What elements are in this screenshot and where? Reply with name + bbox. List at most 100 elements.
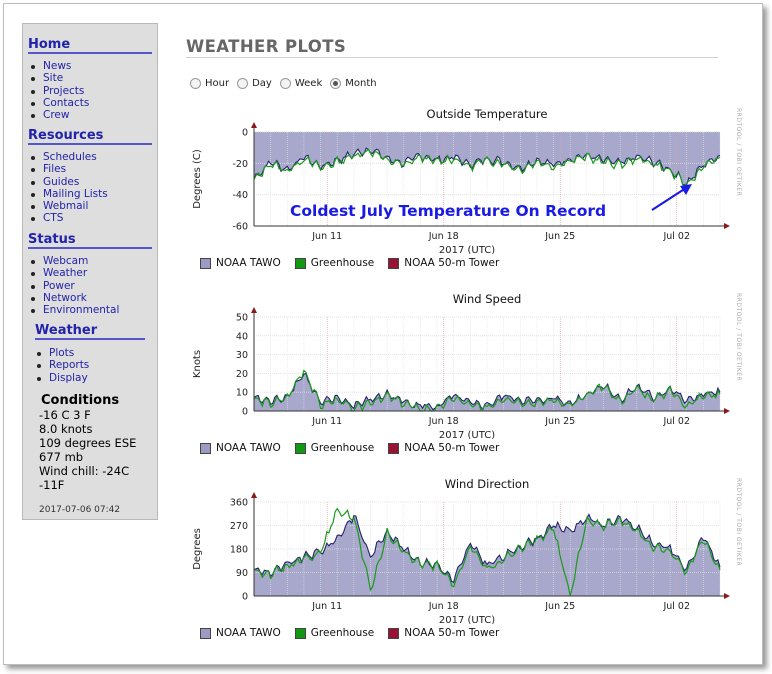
chart-title: Wind Direction	[445, 477, 530, 491]
nav-heading-status[interactable]: Status	[28, 232, 152, 249]
y-axis-label: Degrees	[192, 528, 203, 570]
nav-link-news[interactable]: News	[23, 60, 89, 72]
chart-watermark: RRDTOOL / TOBI OETIKER	[735, 478, 742, 567]
x-tick-label: Jun 18	[428, 231, 459, 242]
annotation-coldest-july: Coldest July Temperature On Record	[290, 202, 607, 220]
legend-swatch-greenhouse	[294, 627, 306, 639]
nav-link-reports[interactable]: Reports	[29, 359, 89, 371]
nav-link-contacts[interactable]: Contacts	[23, 97, 89, 109]
chart-outside-temperature: Outside Temperature 0 -20 -40 -60 Jun 11 Jun 1…	[186, 104, 746, 274]
y-axis-label: Knots	[192, 350, 203, 378]
range-option-hour[interactable]: Hour	[190, 78, 229, 89]
legend-swatch-noaa-tawo	[200, 257, 211, 269]
series-line-noaa-tawo	[253, 372, 721, 411]
x-tick-label: Jun 18	[428, 601, 459, 612]
x-tick-label: Jun 11	[311, 231, 342, 242]
nav-heading-home[interactable]: Home	[28, 37, 152, 54]
y-tick-label: -40	[232, 190, 248, 201]
nav-link-plots[interactable]: Plots	[29, 347, 89, 359]
y-tick-label: 0	[242, 592, 248, 603]
conditions-wind-chill: Wind chill: -24C	[39, 464, 130, 478]
x-tick-label: Jun 25	[544, 231, 575, 242]
nav-link-guides[interactable]: Guides	[23, 176, 108, 188]
nav-link-schedules[interactable]: Schedules	[23, 151, 108, 163]
nav-link-files[interactable]: Files	[23, 163, 108, 175]
radio-week[interactable]	[279, 78, 291, 89]
y-tick-label: -60	[232, 222, 248, 233]
chart-wind-speed-svg: Wind Speed 50 40 30 20 10 0 Jun 11 Jun 18 Jun 25 J…	[192, 292, 730, 439]
title-divider	[186, 57, 718, 58]
page-title: WEATHER PLOTS	[186, 37, 347, 56]
range-option-month[interactable]: Month	[330, 78, 377, 89]
nav-heading-weather[interactable]: Weather	[35, 323, 145, 340]
y-axis-arrow-icon	[251, 307, 257, 313]
chart-watermark: RRDTOOL / TOBI OETIKER	[735, 108, 742, 197]
range-option-hour-label: Hour	[205, 78, 230, 89]
nav-link-environmental[interactable]: Environmental	[23, 304, 119, 316]
nav-link-webmail[interactable]: Webmail	[23, 200, 108, 212]
radio-hour[interactable]	[190, 78, 201, 89]
y-tick-label: 30	[236, 350, 248, 361]
conditions-wind-direction: 109 degrees ESE	[39, 436, 137, 450]
nav-link-power[interactable]: Power	[23, 280, 119, 292]
nav-link-site[interactable]: Site	[23, 72, 89, 84]
y-axis-arrow-icon	[251, 122, 257, 128]
nav-list-weather: Plots Reports Display	[29, 347, 89, 384]
y-tick-label: 270	[230, 521, 248, 532]
nav-list-home: News Site Projects Contacts Crew	[23, 60, 89, 121]
x-axis-label: 2017 (UTC)	[439, 245, 495, 254]
legend-label-noaa-tower: NOAA 50-m Tower	[404, 442, 500, 454]
nav-link-display[interactable]: Display	[29, 372, 89, 384]
series-area-noaa-tawo	[254, 132, 720, 185]
legend-swatch-noaa-tawo	[200, 627, 211, 639]
conditions-title: Conditions	[41, 393, 120, 408]
nav-link-weather[interactable]: Weather	[23, 267, 119, 279]
x-tick-label: Jun 11	[311, 416, 342, 427]
chart-wind-direction-legend: NOAA TAWO Greenhouse NOAA 50-m Tower	[200, 627, 513, 639]
sidebar: Home News Site Projects Contacts Crew Re…	[22, 23, 158, 520]
legend-item-greenhouse: Greenhouse	[294, 257, 375, 269]
radio-day[interactable]	[237, 78, 249, 89]
x-axis-arrow-icon	[724, 593, 730, 599]
nav-link-projects[interactable]: Projects	[23, 85, 89, 97]
nav-link-webcam[interactable]: Webcam	[23, 255, 119, 267]
range-option-week[interactable]: Week	[279, 78, 323, 89]
chart-wind-direction-svg: Wind Direction 360 270 180 90 0 Jun 11 Jun 18 Ju…	[192, 477, 730, 624]
y-tick-label: -20	[232, 159, 248, 170]
y-tick-label: 0	[242, 407, 248, 418]
conditions-temperature: -16 C 3 F	[39, 408, 91, 422]
y-tick-label: 50	[236, 313, 248, 324]
range-option-week-label: Week	[294, 78, 323, 89]
nav-link-crew[interactable]: Crew	[23, 109, 89, 121]
series-line-greenhouse	[253, 369, 721, 412]
legend-label-noaa-tawo: NOAA TAWO	[216, 257, 281, 269]
nav-link-network[interactable]: Network	[23, 292, 119, 304]
legend-item-noaa-tower: NOAA 50-m Tower	[388, 257, 499, 269]
range-option-month-label: Month	[345, 78, 377, 89]
x-tick-label: Jul 02	[662, 231, 690, 242]
legend-swatch-noaa-tower	[388, 442, 400, 454]
nav-list-status: Webcam Weather Power Network Environment…	[23, 255, 119, 316]
chart-outside-temperature-svg: Outside Temperature 0 -20 -40 -60 Jun 11 Jun 1…	[192, 107, 730, 254]
legend-swatch-greenhouse	[294, 442, 306, 454]
range-option-day[interactable]: Day	[237, 78, 272, 89]
y-tick-label: 40	[236, 331, 248, 342]
series-line-greenhouse	[253, 507, 721, 596]
range-option-day-label: Day	[252, 78, 272, 89]
legend-item-greenhouse: Greenhouse	[294, 442, 375, 454]
chart-title: Outside Temperature	[427, 107, 548, 121]
y-tick-label: 180	[230, 545, 248, 556]
y-tick-label: 10	[236, 388, 248, 399]
x-axis-arrow-icon	[724, 408, 730, 414]
nav-heading-resources[interactable]: Resources	[28, 128, 152, 145]
legend-label-greenhouse: Greenhouse	[310, 257, 375, 269]
y-tick-label: 360	[230, 498, 248, 509]
chart-outside-temperature-legend: NOAA TAWO Greenhouse NOAA 50-m Tower	[200, 257, 513, 269]
radio-month[interactable]	[330, 78, 342, 89]
legend-item-noaa-tower: NOAA 50-m Tower	[388, 442, 499, 454]
nav-link-cts[interactable]: CTS	[23, 212, 108, 224]
legend-swatch-greenhouse	[294, 257, 306, 269]
legend-item-noaa-tawo: NOAA TAWO	[200, 257, 281, 269]
nav-link-mailing-lists[interactable]: Mailing Lists	[23, 188, 108, 200]
legend-label-greenhouse: Greenhouse	[310, 442, 375, 454]
